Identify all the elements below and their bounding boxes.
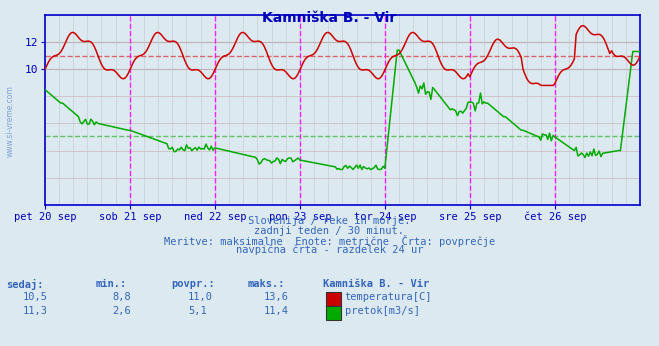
Text: 11,4: 11,4 [264, 306, 289, 316]
Text: www.si-vreme.com: www.si-vreme.com [5, 85, 14, 157]
Text: 11,3: 11,3 [23, 306, 48, 316]
Text: 13,6: 13,6 [264, 292, 289, 302]
Text: Kamniška B. - Vir: Kamniška B. - Vir [323, 279, 429, 289]
Text: Slovenija / reke in morje.: Slovenija / reke in morje. [248, 216, 411, 226]
Text: Kamniška B. - Vir: Kamniška B. - Vir [262, 11, 397, 25]
Text: navpična črta - razdelek 24 ur: navpična črta - razdelek 24 ur [236, 245, 423, 255]
Text: temperatura[C]: temperatura[C] [345, 292, 432, 302]
Text: Meritve: maksimalne  Enote: metrične  Črta: povprečje: Meritve: maksimalne Enote: metrične Črta… [164, 235, 495, 247]
Text: min.:: min.: [96, 279, 127, 289]
Text: 8,8: 8,8 [112, 292, 130, 302]
Text: povpr.:: povpr.: [171, 279, 215, 289]
Text: 10,5: 10,5 [23, 292, 48, 302]
Text: maks.:: maks.: [247, 279, 285, 289]
Text: 2,6: 2,6 [112, 306, 130, 316]
Text: 5,1: 5,1 [188, 306, 206, 316]
Text: sedaj:: sedaj: [7, 279, 44, 290]
Text: pretok[m3/s]: pretok[m3/s] [345, 306, 420, 316]
Text: zadnji teden / 30 minut.: zadnji teden / 30 minut. [254, 226, 405, 236]
Text: 11,0: 11,0 [188, 292, 213, 302]
